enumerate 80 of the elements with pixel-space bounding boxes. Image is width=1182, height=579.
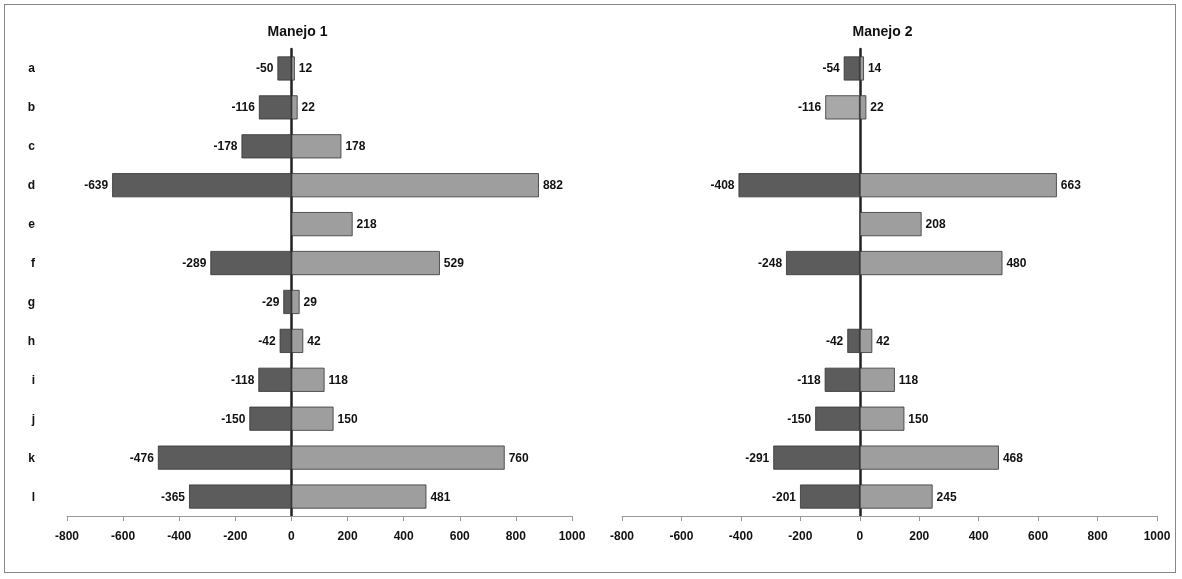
data-label: 481 <box>430 489 451 504</box>
y-tick-label: d <box>27 178 35 193</box>
data-label: 118 <box>898 372 919 387</box>
data-label: 14 <box>867 61 882 76</box>
data-label: 480 <box>1006 256 1027 271</box>
x-tick-label: -200 <box>223 529 248 543</box>
data-label: 29 <box>303 294 318 309</box>
data-label: 245 <box>936 489 957 504</box>
y-tick-label: b <box>27 100 35 115</box>
y-tick-label: f <box>31 256 36 271</box>
data-label: -42 <box>825 333 844 348</box>
data-label: 529 <box>443 256 465 271</box>
data-label: -639 <box>84 178 109 193</box>
data-label: -150 <box>221 411 246 426</box>
data-label: -150 <box>787 411 812 426</box>
data-label: -42 <box>258 333 276 348</box>
y-tick-label: l <box>31 489 35 504</box>
data-label: -365 <box>161 489 186 504</box>
y-tick-label: g <box>27 294 35 309</box>
data-label: 208 <box>925 217 946 232</box>
data-label: -408 <box>710 178 735 193</box>
x-tick-label: -600 <box>669 529 694 543</box>
x-tick-label: 800 <box>1087 529 1108 543</box>
data-label: -118 <box>230 372 255 387</box>
data-label: 42 <box>307 333 321 348</box>
data-label: -289 <box>182 256 207 271</box>
data-label: 468 <box>1002 450 1024 465</box>
data-label: -291 <box>745 450 770 465</box>
x-tick-label: -600 <box>111 529 136 543</box>
chart-title: Manejo 2 <box>852 23 913 39</box>
bar <box>859 212 922 237</box>
data-label: 42 <box>876 333 890 348</box>
y-tick-label: a <box>28 61 36 76</box>
x-tick-label: 200 <box>909 529 930 543</box>
data-label: -476 <box>129 450 155 465</box>
x-tick-label: 0 <box>288 529 296 543</box>
data-label: -54 <box>822 61 841 76</box>
x-tick-label: 400 <box>393 529 414 543</box>
x-tick-label: -400 <box>167 529 192 543</box>
data-label: -201 <box>772 489 797 504</box>
y-tick-label: j <box>30 411 35 426</box>
bar <box>291 212 353 237</box>
data-label: -29 <box>261 294 280 309</box>
y-tick-label: h <box>27 333 35 348</box>
data-label: 118 <box>328 372 349 387</box>
bar <box>843 56 860 81</box>
x-tick-label: 1000 <box>558 529 586 543</box>
x-tick-label: 800 <box>505 529 527 543</box>
x-tick-label: 400 <box>968 529 989 543</box>
x-tick-label: -400 <box>728 529 754 543</box>
data-label: 150 <box>337 411 358 426</box>
data-label: -178 <box>213 139 238 154</box>
y-tick-label: k <box>28 450 36 465</box>
x-tick-label: 200 <box>337 529 358 543</box>
data-label: 663 <box>1060 178 1082 193</box>
x-tick-label: -800 <box>609 529 635 543</box>
data-label: 22 <box>870 100 884 115</box>
data-label: 150 <box>908 411 929 426</box>
chart-title: Manejo 1 <box>267 23 328 39</box>
x-tick-label: 600 <box>1028 529 1049 543</box>
data-label: 760 <box>508 450 530 465</box>
data-label: -118 <box>797 372 822 387</box>
data-label: -50 <box>256 61 274 76</box>
x-tick-label: 0 <box>856 529 864 543</box>
data-label: 218 <box>356 217 377 232</box>
data-label: -116 <box>797 100 822 115</box>
x-tick-label: 600 <box>449 529 471 543</box>
data-label: 178 <box>345 139 366 154</box>
data-label: -248 <box>758 256 783 271</box>
y-tick-label: i <box>31 372 35 387</box>
x-tick-label: -200 <box>788 529 813 543</box>
bar <box>277 56 292 81</box>
y-tick-label: e <box>28 217 36 232</box>
data-label: 12 <box>298 61 313 76</box>
data-label: -116 <box>231 100 256 115</box>
x-tick-label: -800 <box>54 529 80 543</box>
x-tick-label: 1000 <box>1143 529 1171 543</box>
data-label: 882 <box>542 178 564 193</box>
y-tick-label: c <box>28 139 36 154</box>
data-label: 22 <box>301 100 316 115</box>
